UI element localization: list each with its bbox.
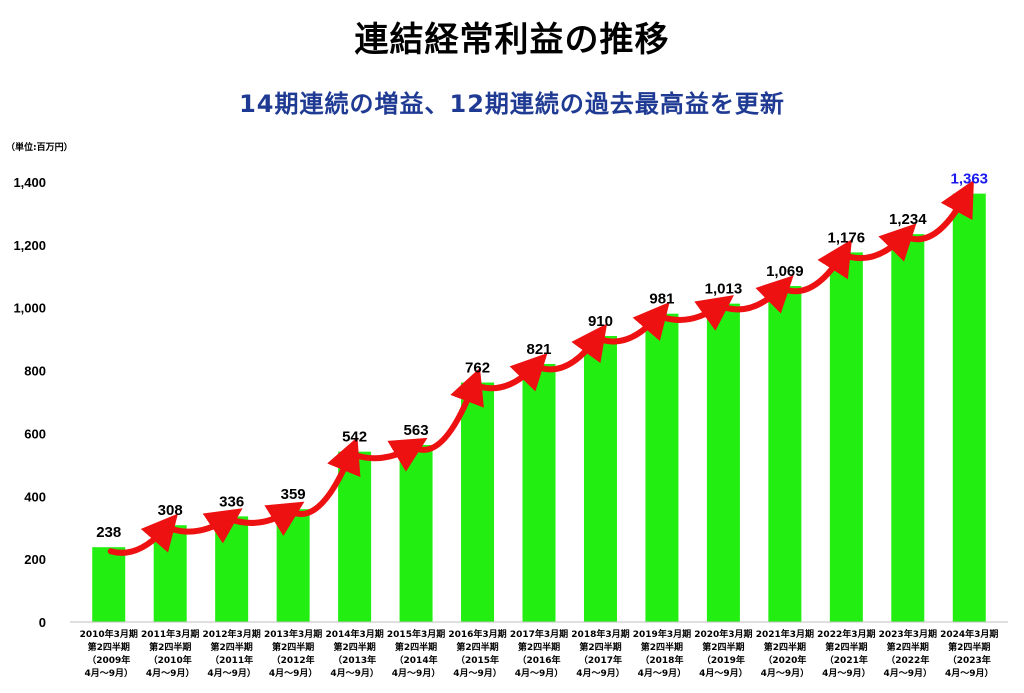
y-tick-label: 200 <box>24 552 46 567</box>
category-label: 2010年3月期第2四半期（2009年 4月～9月） <box>80 628 138 679</box>
y-tick-label: 400 <box>24 489 46 504</box>
value-label: 336 <box>219 493 244 510</box>
bar <box>768 286 802 622</box>
growth-arrow <box>169 508 243 544</box>
bar <box>522 363 556 622</box>
category-label: 2022年3月期第2四半期（2021年 4月～9月） <box>817 628 875 679</box>
category-label: 2016年3月期第2四半期（2015年 4月～9月） <box>448 628 506 679</box>
y-tick-label: 600 <box>24 426 46 441</box>
growth-arrow <box>845 223 917 262</box>
growth-arrow <box>107 513 178 556</box>
x-axis: 2010年3月期第2四半期（2009年 4月～9月）2011年3月期第2四半期（2… <box>70 621 1008 679</box>
bar <box>645 313 679 622</box>
unit-label: （単位:百万円） <box>6 143 73 153</box>
value-label: 910 <box>588 313 613 330</box>
value-label: 563 <box>404 422 429 439</box>
value-label: 981 <box>649 291 674 308</box>
growth-arrow <box>415 367 484 453</box>
growth-arrows <box>107 179 974 556</box>
value-label: 1,363 <box>950 171 988 188</box>
category-label: 2013年3月期第2四半期（2012年 4月～9月） <box>264 628 322 679</box>
growth-arrow <box>722 275 794 314</box>
growth-arrow <box>660 295 734 331</box>
growth-arrow <box>599 302 670 345</box>
value-label: 1,069 <box>766 263 804 280</box>
category-label: 2019年3月期第2四半期（2018年 4月～9月） <box>633 628 691 679</box>
bar <box>276 509 310 622</box>
growth-arrow <box>476 353 548 392</box>
bar <box>338 451 372 622</box>
category-label: 2020年3月期第2四半期（2019年 4月～9月） <box>694 628 752 679</box>
value-labels: 238 308 336 359 542 563 762 821 910 981 1,013 1,069… <box>96 171 988 542</box>
growth-arrow <box>906 179 974 243</box>
value-label: 1,176 <box>828 229 866 246</box>
category-label: 2015年3月期第2四半期（2014年 4月～9月） <box>387 628 445 679</box>
bar <box>153 525 187 622</box>
y-tick-label: 0 <box>39 615 46 630</box>
growth-arrow <box>538 323 608 373</box>
page-title: 連結経常利益の推移 <box>354 20 670 60</box>
value-label: 308 <box>158 502 183 519</box>
bar <box>891 234 925 622</box>
y-tick-label: 800 <box>24 364 46 379</box>
growth-arrow <box>292 437 361 517</box>
y-axis: 0 200 400 600 800 1,000 1,200 1,400 <box>13 175 46 630</box>
y-tick-label: 1,200 <box>13 238 46 253</box>
growth-arrow <box>783 239 852 295</box>
category-label: 2012年3月期第2四半期（2011年 4月～9月） <box>203 628 261 679</box>
value-label: 359 <box>281 486 306 503</box>
category-label: 2011年3月期第2四半期（2010年 4月～9月） <box>141 628 199 679</box>
bar <box>461 382 495 622</box>
category-label: 2023年3月期第2四半期（2022年 4月～9月） <box>879 628 937 679</box>
y-tick-label: 1,400 <box>13 175 46 190</box>
bar <box>583 336 617 622</box>
value-label: 542 <box>342 429 367 446</box>
bar <box>829 252 863 622</box>
value-label: 1,234 <box>889 211 927 228</box>
value-label: 762 <box>465 360 490 377</box>
bar <box>215 516 249 622</box>
bar <box>706 303 740 622</box>
category-label: 2024年3月期第2四半期（2023年 4月～9月） <box>940 628 998 679</box>
value-label: 821 <box>526 341 551 358</box>
category-label: 2017年3月期第2四半期（2016年 4月～9月） <box>510 628 568 679</box>
bar <box>952 193 986 622</box>
category-label: 2021年3月期第2四半期（2020年 4月～9月） <box>756 628 814 679</box>
category-label: 2014年3月期第2四半期（2013年 4月～9月） <box>325 628 383 679</box>
page-subtitle: 14期連続の増益、12期連続の過去最高益を更新 <box>239 90 785 118</box>
growth-arrow <box>230 501 305 536</box>
y-tick-label: 1,000 <box>13 301 46 316</box>
value-label: 1,013 <box>705 281 743 298</box>
value-label: 238 <box>96 524 121 541</box>
growth-arrow <box>353 437 428 472</box>
category-label: 2018年3月期第2四半期（2017年 4月～9月） <box>571 628 629 679</box>
bar <box>399 445 433 622</box>
bar <box>92 547 126 622</box>
